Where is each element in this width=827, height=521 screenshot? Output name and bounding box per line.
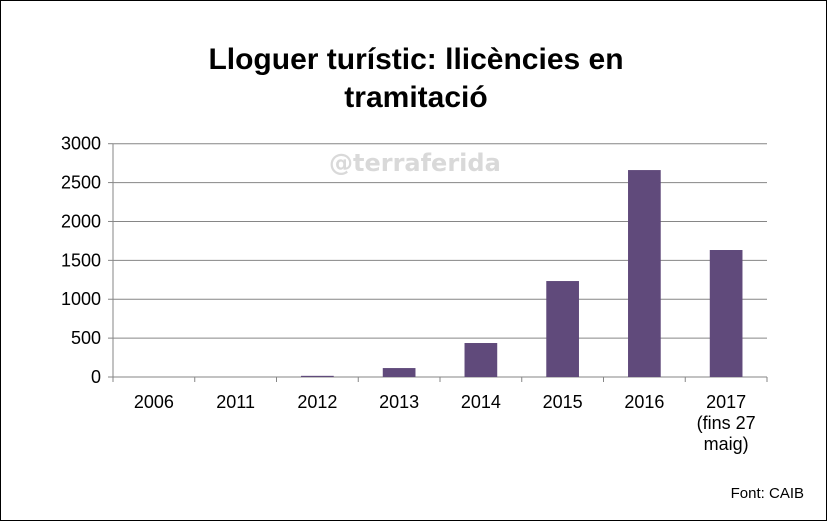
- chart-title: Lloguer turístic: llicències en tramitac…: [208, 43, 624, 114]
- x-tick-label: 2016: [624, 392, 664, 412]
- x-tick-label: 2012: [297, 392, 337, 412]
- y-tick-label: 1500: [61, 250, 101, 270]
- x-tick-label: 2011: [216, 392, 255, 412]
- x-tick-label: (fins 27: [697, 413, 756, 433]
- x-tick-label: 2014: [461, 392, 501, 412]
- bar-2016: [628, 170, 661, 377]
- x-tick-label: 2013: [379, 392, 419, 412]
- source-note: Font: CAIB: [730, 485, 804, 502]
- bar-2017: [709, 250, 743, 377]
- y-tick-label: 2000: [61, 211, 101, 231]
- x-tick-label: 2017: [706, 392, 746, 412]
- x-tick-label: 2006: [134, 392, 174, 412]
- x-tick-label: 2015: [543, 392, 583, 412]
- y-tick-label: 3000: [61, 134, 101, 154]
- bar-2013: [382, 368, 416, 377]
- y-tick-label: 500: [71, 328, 101, 348]
- bar-2014: [464, 343, 498, 377]
- y-tick-label: 2500: [61, 173, 101, 193]
- bar-2015: [546, 281, 579, 377]
- watermark: @terraferida: [329, 149, 501, 177]
- x-tick-label: maig): [704, 434, 749, 454]
- y-tick-label: 0: [91, 367, 101, 387]
- bar-2012: [301, 375, 334, 377]
- y-tick-label: 1000: [61, 289, 101, 309]
